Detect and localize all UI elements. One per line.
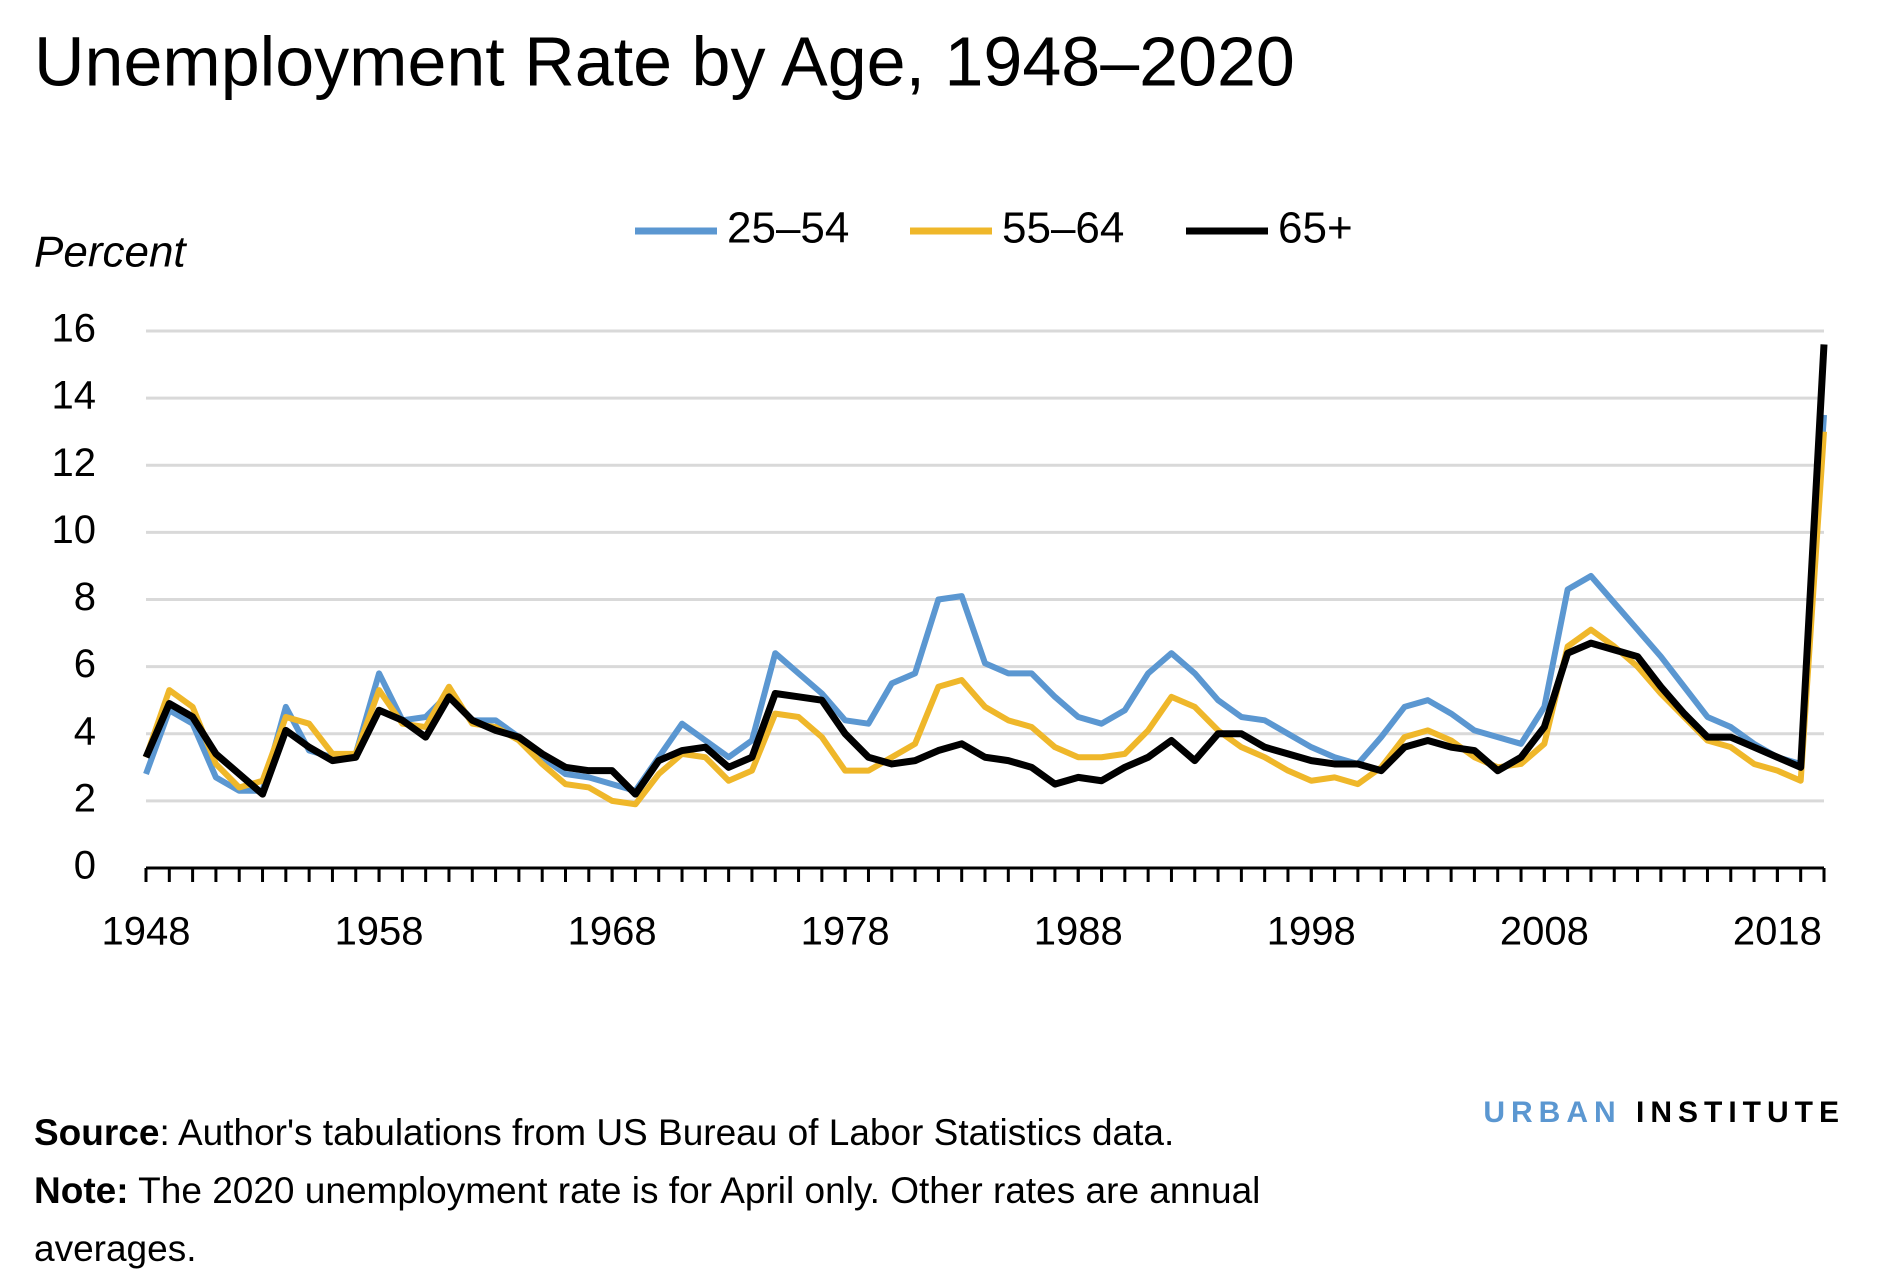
y-tick-label: 0 (74, 844, 96, 888)
chart-title: Unemployment Rate by Age, 1948–2020 (34, 22, 1295, 100)
y-tick-label: 4 (74, 709, 96, 753)
x-tick-label: 1958 (335, 910, 424, 954)
y-tick-label: 6 (74, 642, 96, 686)
x-tick-label: 1978 (801, 910, 890, 954)
y-tick-label: 14 (52, 374, 97, 418)
legend-label: 25–54 (727, 204, 849, 253)
note: Note: The 2020 unemployment rate is for … (34, 1162, 1364, 1275)
chart: Unemployment Rate by Age, 1948–2020 Perc… (34, 22, 1828, 954)
x-tick-label: 2018 (1733, 910, 1822, 954)
x-tick-label: 2008 (1500, 910, 1589, 954)
brand: URBAN INSTITUTE (1483, 1096, 1845, 1130)
x-tick-label: 1948 (102, 910, 191, 954)
y-tick-label: 2 (74, 776, 96, 820)
note-text: The 2020 unemployment rate is for April … (34, 1170, 1261, 1269)
brand-second: INSTITUTE (1636, 1096, 1845, 1129)
y-tick-label: 16 (52, 307, 97, 351)
series-line (142, 344, 1828, 798)
series-line (143, 414, 1827, 794)
y-tick-label: 12 (52, 441, 97, 485)
y-tick-label: 10 (52, 508, 97, 552)
y-axis-label: Percent (34, 228, 187, 277)
x-tick-label: 1998 (1267, 910, 1356, 954)
brand-first: URBAN (1483, 1096, 1622, 1129)
source-text: : Author's tabulations from US Bureau of… (159, 1112, 1175, 1153)
x-tick-label: 1968 (568, 910, 657, 954)
source: Source: Author's tabulations from US Bur… (34, 1104, 1364, 1162)
legend-label: 55–64 (1002, 204, 1124, 253)
source-label: Source (34, 1112, 160, 1153)
series-line (143, 431, 1827, 808)
x-tick-label: 1988 (1034, 910, 1123, 954)
note-label: Note: (34, 1170, 129, 1211)
y-tick-label: 8 (74, 575, 96, 619)
legend-label: 65+ (1278, 204, 1353, 253)
